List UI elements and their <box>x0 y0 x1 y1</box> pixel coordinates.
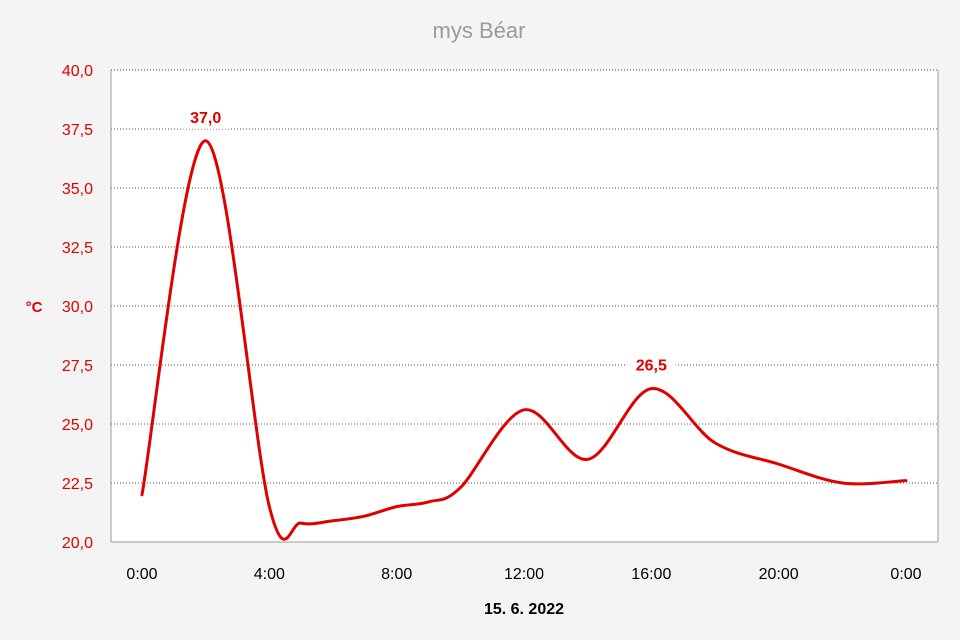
y-tick-label: 22,5 <box>62 476 93 493</box>
series-layer <box>140 139 908 541</box>
x-tick-labels: 0:00 4:00 8:00 12:00 16:00 20:00 0:00 <box>126 566 921 583</box>
data-label: 37,0 <box>190 110 221 127</box>
x-tick-label: 12:00 <box>504 566 544 583</box>
y-axis-label: °C <box>26 299 43 316</box>
y-tick-label: 25,0 <box>62 417 93 434</box>
y-tick-label: 37,5 <box>62 122 93 139</box>
x-tick-label: 4:00 <box>254 566 285 583</box>
y-tick-label: 20,0 <box>62 535 93 552</box>
x-tick-label: 16:00 <box>631 566 671 583</box>
y-tick-label: 27,5 <box>62 358 93 375</box>
data-labels: 37,0 26,5 <box>181 104 676 377</box>
y-tick-labels: 20,0 22,5 25,0 27,5 30,0 32,5 35,0 37,5 40,0 <box>62 63 93 552</box>
x-tick-label: 8:00 <box>381 566 412 583</box>
x-tick-label: 0:00 <box>126 566 157 583</box>
data-label: 26,5 <box>636 358 667 375</box>
x-tick-label: 20:00 <box>759 566 799 583</box>
y-tick-label: 35,0 <box>62 181 93 198</box>
chart-title: mys Béar <box>433 18 526 43</box>
data-label-background <box>627 352 676 377</box>
series-line <box>140 139 908 541</box>
y-tick-label: 40,0 <box>62 63 93 80</box>
data-label-background <box>181 104 230 129</box>
y-tick-label: 30,0 <box>62 299 93 316</box>
plot-area <box>111 70 938 542</box>
x-axis-label: 15. 6. 2022 <box>484 601 564 618</box>
x-tick-label: 0:00 <box>890 566 921 583</box>
axes <box>110 70 939 543</box>
y-tick-label: 32,5 <box>62 240 93 257</box>
